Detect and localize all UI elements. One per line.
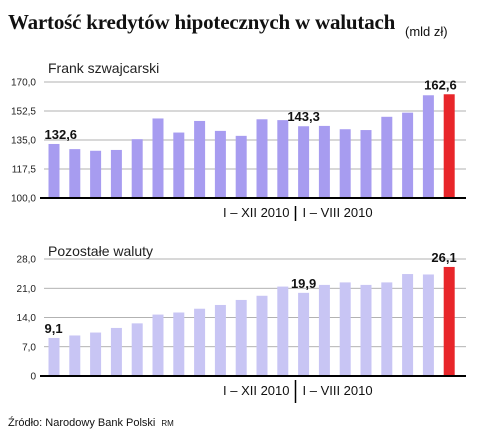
- bar: [256, 119, 268, 198]
- bar: [443, 94, 455, 198]
- bar: [48, 337, 60, 376]
- data-label: 143,3: [287, 109, 320, 124]
- bar: [298, 126, 310, 198]
- period-label: I – XII 2010: [223, 383, 290, 398]
- bar: [173, 132, 185, 198]
- bar: [194, 308, 206, 376]
- bar: [318, 284, 330, 376]
- chart-title: Wartość kredytów hipotecznych w walutach: [8, 10, 396, 34]
- panel-title: Frank szwajcarski: [48, 60, 159, 76]
- y-tick-label: 152,5: [11, 107, 36, 118]
- bar: [48, 143, 60, 198]
- data-label: 19,9: [291, 276, 316, 291]
- y-tick-label: 100,0: [11, 194, 36, 205]
- y-tick-label: 0: [30, 372, 36, 383]
- y-tick-label: 7,0: [22, 342, 36, 353]
- bar: [214, 130, 226, 198]
- y-tick-label: 170,0: [11, 78, 36, 89]
- y-tick-label: 135,0: [11, 136, 36, 147]
- data-label: 9,1: [45, 321, 63, 336]
- bar: [110, 149, 122, 198]
- bar: [298, 292, 310, 376]
- bar: [360, 130, 372, 198]
- source-note: Źródło: Narodowy Bank Polski RM: [8, 417, 174, 429]
- bar: [90, 332, 102, 376]
- bar: [277, 120, 289, 198]
- panel-title: Pozostałe waluty: [48, 243, 153, 259]
- author-initials: RM: [161, 419, 174, 428]
- period-label: I – VIII 2010: [303, 205, 373, 220]
- bar: [422, 274, 434, 376]
- bar: [277, 286, 289, 376]
- unit-label: (mld zł): [405, 24, 448, 39]
- period-label: I – VIII 2010: [303, 383, 373, 398]
- bar: [90, 150, 102, 198]
- y-tick-label: 28,0: [17, 255, 37, 266]
- bar: [131, 323, 143, 376]
- bar: [194, 120, 206, 198]
- y-tick-label: 14,0: [17, 313, 37, 324]
- bar: [360, 284, 372, 376]
- bar: [339, 282, 351, 376]
- bar: [110, 327, 122, 376]
- bar: [152, 314, 164, 376]
- bar: [235, 299, 247, 376]
- bar: [402, 274, 414, 376]
- y-tick-label: 21,0: [17, 284, 37, 295]
- y-tick-label: 117,5: [12, 165, 37, 176]
- bar: [69, 149, 81, 198]
- data-label: 162,6: [424, 77, 457, 92]
- bar: [422, 95, 434, 198]
- bar: [443, 266, 455, 376]
- bar: [69, 335, 81, 376]
- data-label: 132,6: [45, 127, 78, 142]
- source-text: Źródło: Narodowy Bank Polski: [8, 417, 156, 429]
- bar: [381, 282, 393, 376]
- bar: [318, 125, 330, 198]
- bar: [381, 116, 393, 198]
- bar: [152, 118, 164, 198]
- bar: [131, 139, 143, 198]
- data-label: 26,1: [431, 250, 456, 265]
- bar: [402, 112, 414, 198]
- bar: [235, 135, 247, 198]
- bar: [214, 304, 226, 376]
- bar: [173, 312, 185, 376]
- bar: [339, 129, 351, 198]
- bar: [256, 295, 268, 376]
- period-label: I – XII 2010: [223, 205, 290, 220]
